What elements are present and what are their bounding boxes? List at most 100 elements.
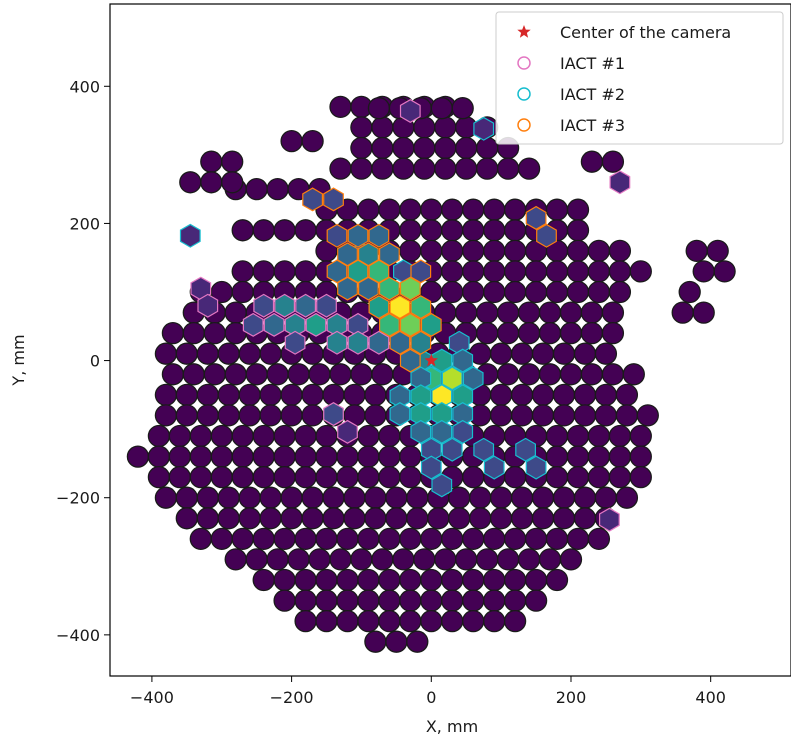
camera-pixel	[273, 219, 296, 242]
camera-pixel	[545, 260, 569, 283]
camera-pixel	[566, 445, 590, 468]
iact-3-pixel	[410, 295, 432, 320]
camera-pixel	[217, 507, 240, 530]
camera-pixel	[315, 589, 338, 612]
camera-pixel	[448, 507, 471, 530]
camera-pixel	[462, 239, 485, 263]
camera-pixel	[615, 383, 639, 407]
iact-2-pixel	[431, 419, 453, 444]
camera-pixel	[608, 424, 632, 448]
camera-pixel	[196, 404, 219, 427]
iact-1-pixel	[305, 312, 327, 337]
camera-pixel	[147, 424, 171, 448]
camera-pixel	[545, 527, 569, 551]
iact-2-pixel	[420, 455, 442, 480]
camera-pixel	[378, 465, 401, 489]
y-tick-label: 400	[69, 77, 100, 96]
camera-pixel	[678, 280, 701, 304]
camera-pixel	[322, 486, 345, 509]
camera-pixel	[489, 383, 513, 407]
camera-pixel	[273, 424, 296, 448]
camera-pixel	[476, 548, 499, 571]
iact-3-pixel	[410, 259, 432, 284]
camera-pixel	[200, 150, 223, 173]
camera-pixel	[538, 301, 562, 324]
camera-pixel	[350, 157, 373, 180]
camera-pixel	[455, 157, 478, 180]
camera-pixel	[273, 260, 296, 283]
camera-pixel	[399, 239, 422, 263]
camera-pixel	[238, 342, 261, 365]
camera-pixel	[476, 136, 499, 160]
camera-pixel	[329, 95, 352, 119]
camera-pixel	[608, 445, 632, 468]
camera-pixel	[336, 568, 359, 592]
camera-pixel	[259, 404, 282, 427]
camera-pixel	[329, 548, 352, 571]
camera-pixel	[406, 507, 429, 530]
camera-pixel	[587, 445, 611, 468]
camera-pixel	[524, 568, 548, 592]
camera-pixel	[126, 445, 150, 468]
camera-pixel	[245, 548, 268, 571]
camera-pixel	[294, 589, 317, 612]
camera-pixel	[503, 260, 527, 283]
camera-pixel	[280, 486, 303, 509]
camera-pixel	[399, 445, 422, 468]
iact-2-pixel	[452, 419, 474, 444]
iact-1-pixel	[274, 293, 295, 318]
camera-pixel	[587, 239, 611, 263]
camera-pixel	[266, 363, 289, 386]
camera-pixel	[685, 239, 708, 263]
camera-pixel	[573, 383, 597, 407]
camera-pixel	[552, 404, 576, 427]
camera-pixel	[259, 486, 282, 509]
camera-pixel	[147, 445, 171, 468]
iact-3-pixel	[326, 223, 348, 248]
camera-pixel	[189, 445, 212, 468]
iact-1-pixel	[316, 293, 337, 318]
camera-pixel	[287, 548, 310, 571]
camera-pixel	[629, 260, 652, 283]
camera-pixel	[476, 157, 499, 180]
camera-pixel	[357, 609, 380, 633]
camera-pixel	[566, 465, 590, 489]
camera-pixel	[489, 486, 513, 509]
camera-pixel	[308, 548, 331, 571]
camera-pixel	[566, 527, 590, 551]
camera-pixel	[406, 486, 429, 509]
camera-pixel	[259, 383, 282, 407]
camera-pixel	[280, 129, 303, 153]
camera-pixel	[441, 219, 464, 242]
camera-pixel	[524, 589, 548, 612]
camera-pixel	[503, 527, 527, 551]
camera-pixel	[503, 609, 527, 633]
y-tick-label: 200	[69, 214, 100, 233]
camera-pixel	[266, 548, 289, 571]
camera-pixel	[462, 568, 485, 592]
camera-pixel	[413, 157, 436, 180]
camera-pixel	[538, 363, 562, 386]
camera-pixel	[210, 527, 233, 551]
camera-pixel	[364, 404, 387, 427]
camera-pixel	[545, 568, 569, 592]
iact-3-pixel	[525, 205, 547, 230]
camera-pixel	[559, 301, 583, 324]
legend-box	[495, 11, 784, 145]
iact-3-pixel	[410, 330, 432, 355]
camera-pixel	[175, 342, 198, 365]
x-axis: −400 −200 0 200 400	[130, 676, 726, 707]
camera-pixel	[343, 486, 366, 509]
legend-label: IACT #3	[560, 116, 625, 135]
camera-pixel	[587, 260, 611, 283]
camera-pixel	[217, 383, 240, 407]
iact-2-pixel	[473, 437, 495, 462]
iact-2-pixel	[525, 455, 547, 480]
y-axis: −400 −200 0 200 400	[56, 77, 110, 645]
camera-pixel	[510, 342, 534, 365]
camera-pixel	[503, 219, 527, 242]
camera-pixel	[252, 568, 275, 592]
camera-pixel	[364, 507, 387, 530]
camera-pixel	[364, 383, 387, 407]
camera-pixel	[545, 445, 569, 468]
